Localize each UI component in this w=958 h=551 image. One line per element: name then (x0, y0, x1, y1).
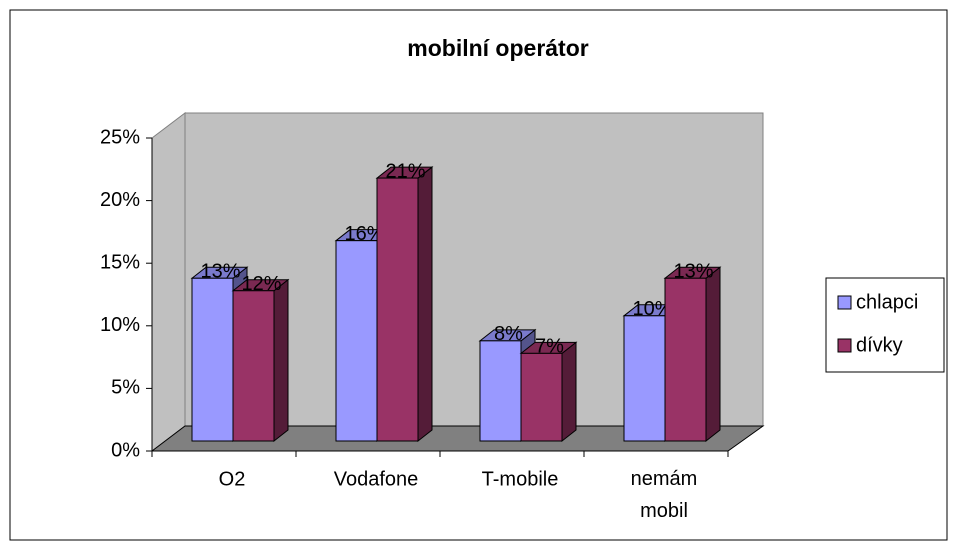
legend-swatch (837, 295, 852, 310)
chart-title: mobilní operátor (407, 35, 589, 61)
x-tick-label: T-mobile (482, 468, 559, 490)
legend (825, 277, 945, 373)
bar (623, 315, 666, 442)
bar (479, 340, 522, 442)
x-tick-label: Vodafone (334, 468, 419, 490)
data-label: 8% (494, 323, 523, 345)
bar (520, 352, 563, 442)
x-tick-label: nemám mobil (631, 468, 698, 522)
bar (664, 277, 707, 442)
y-tick-label: 20% (100, 189, 140, 211)
side-wall (151, 111, 186, 453)
legend-swatch (837, 338, 852, 353)
data-label: 13% (673, 261, 713, 283)
y-tick-label: 5% (111, 377, 140, 399)
bar-side (417, 166, 433, 443)
bar-side (561, 341, 577, 443)
data-label: 13% (200, 261, 240, 283)
bar (232, 290, 275, 442)
bar-side (273, 278, 289, 443)
legend-label: chlapci (856, 291, 918, 313)
data-label: 10% (632, 298, 672, 320)
y-tick-label: 15% (100, 251, 140, 273)
bar (376, 177, 419, 442)
y-tick-label: 25% (100, 126, 140, 148)
bar (335, 240, 378, 442)
data-label: 16% (344, 223, 384, 245)
data-label: 12% (241, 273, 281, 295)
legend-label: dívky (856, 334, 903, 356)
x-tick-label: O2 (219, 468, 246, 490)
data-label: 7% (535, 336, 564, 358)
y-tick-label: 0% (111, 439, 140, 461)
bar (191, 277, 234, 442)
data-label: 21% (385, 160, 425, 182)
bar-side (705, 266, 721, 443)
y-tick-label: 10% (100, 314, 140, 336)
